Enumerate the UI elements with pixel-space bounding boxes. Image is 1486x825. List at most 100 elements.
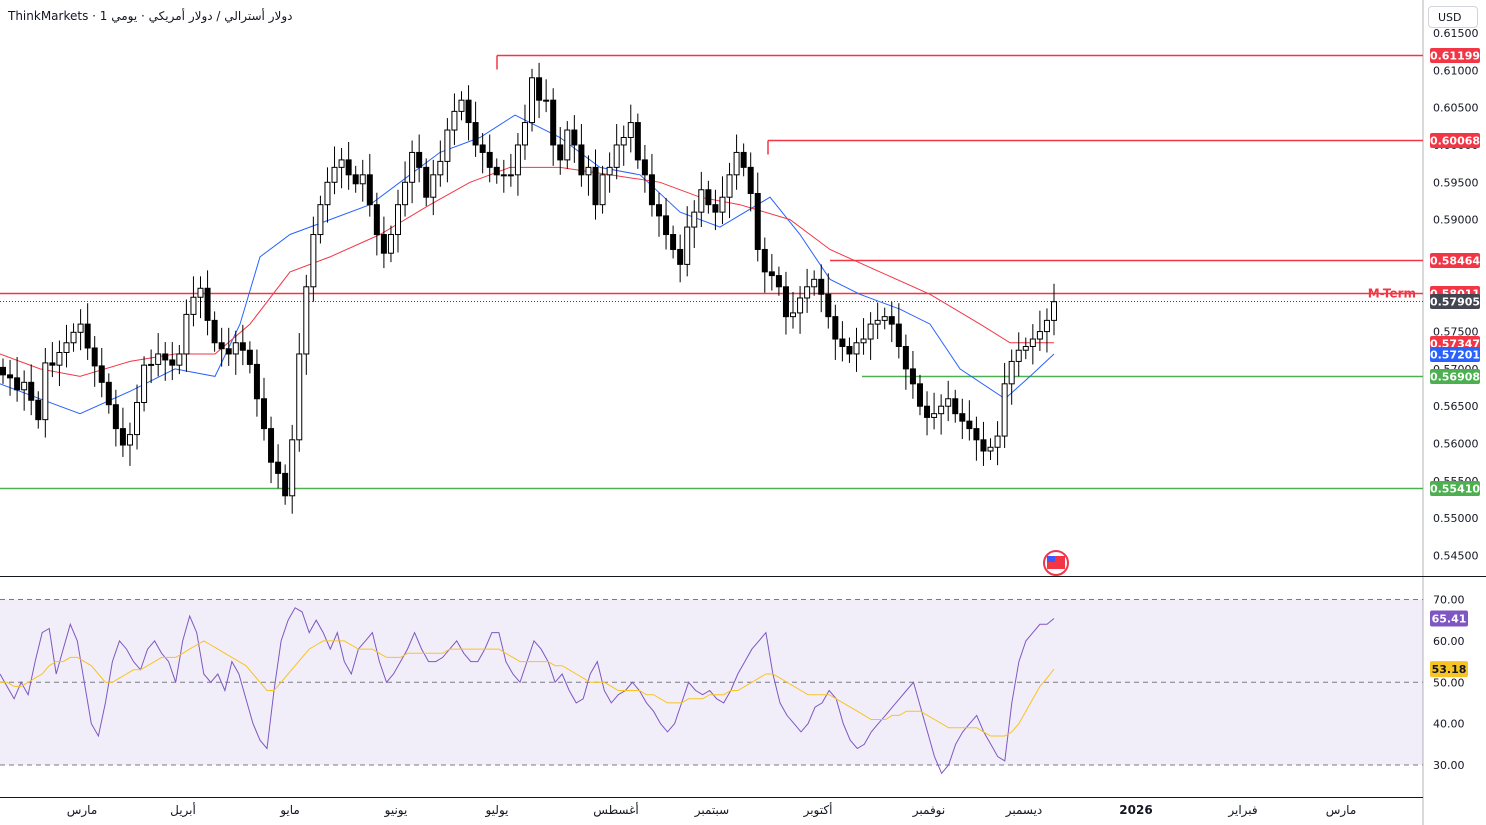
ema-price-badge: [1430, 347, 1480, 362]
rsi-value-label: 65.41: [1432, 612, 1467, 625]
candle-up: [409, 151, 416, 183]
candle-up: [126, 434, 133, 446]
candle-up: [726, 174, 733, 198]
candle-down: [282, 472, 289, 497]
candle-down: [768, 271, 775, 277]
candle-down: [550, 99, 557, 146]
currency-selector[interactable]: USD: [1428, 6, 1478, 28]
candle-down: [655, 204, 662, 217]
candle-up: [324, 181, 331, 206]
candle-up: [395, 204, 402, 236]
candle-up: [529, 77, 536, 124]
candle-up: [881, 316, 888, 321]
candle-down: [761, 248, 768, 273]
candle-up: [627, 122, 634, 138]
candle-down: [112, 404, 119, 430]
candle-down: [648, 174, 655, 206]
time-axis-label: نوفمبر: [912, 803, 945, 818]
candle-down: [416, 151, 423, 168]
rsi-value-label: 53.18: [1432, 663, 1467, 676]
candle-up: [867, 323, 874, 340]
ema-price-label: 0.57201: [1430, 349, 1480, 362]
m-term-annotation: M-Term: [1368, 287, 1416, 301]
candle-down: [747, 166, 754, 194]
candle-down: [578, 144, 585, 176]
candle-down: [846, 346, 853, 355]
candle-up: [500, 174, 507, 177]
time-axis-label: مارس: [67, 803, 98, 818]
candle-down: [825, 293, 832, 318]
candle-down: [712, 204, 719, 213]
candle-up: [134, 401, 141, 436]
us-flag-canton-icon: [1047, 556, 1055, 562]
candle-up: [176, 353, 183, 366]
rsi-value-badge: [1430, 661, 1468, 678]
rsi-tick-label: 30.00: [1433, 759, 1465, 772]
candle-up: [190, 296, 197, 315]
candle-down: [486, 151, 493, 168]
candle-up: [183, 313, 190, 355]
rsi-tick-label: 60.00: [1433, 635, 1465, 648]
candle-up: [874, 319, 881, 325]
candle-down: [211, 319, 218, 344]
candle-up: [797, 297, 804, 314]
candles-group: [0, 62, 1057, 514]
candle-up: [197, 287, 204, 298]
candle-up: [77, 323, 84, 333]
candle-up: [521, 122, 528, 146]
level-price-badge: [1430, 481, 1480, 496]
candle-up: [1015, 349, 1022, 362]
candle-up: [451, 110, 458, 131]
candle-down: [924, 405, 931, 418]
level-price-label: 0.58464: [1430, 255, 1480, 268]
candle-up: [790, 312, 797, 318]
candle-down: [895, 323, 902, 348]
time-axis-label: أبريل: [170, 802, 196, 818]
candle-down: [91, 347, 98, 367]
candle-up: [698, 189, 705, 213]
candle-down: [380, 234, 387, 254]
time-axis-label: مايو: [279, 803, 300, 818]
candle-up: [387, 234, 394, 254]
candle-up: [458, 99, 465, 112]
candle-down: [592, 166, 599, 206]
candle-up: [56, 351, 63, 366]
time-axis-label: سبتمبر: [694, 803, 729, 818]
candle-down: [839, 338, 846, 347]
candle-down: [479, 144, 486, 153]
candle-down: [366, 174, 373, 206]
time-axis-label: يوليو: [484, 803, 508, 818]
candle-down: [472, 122, 479, 146]
candle-down: [7, 374, 14, 379]
candle-down: [493, 166, 500, 176]
time-axis-label: أكتوبر: [803, 802, 833, 818]
candle-down: [268, 428, 275, 463]
candle-down: [754, 192, 761, 250]
rsi-ma-line: [0, 640, 1055, 737]
candle-up: [338, 159, 345, 168]
candle-up: [1029, 338, 1036, 347]
candle-up: [719, 196, 726, 213]
candle-down: [253, 363, 260, 400]
candle-up: [1022, 346, 1029, 351]
candle-down: [888, 316, 895, 325]
candle-up: [296, 353, 303, 441]
price-tick-label: 0.60500: [1433, 102, 1479, 115]
candle-down: [28, 381, 35, 401]
rsi-value-badge: [1430, 610, 1468, 627]
level-price-badge: [1430, 253, 1480, 268]
candle-down: [352, 174, 359, 185]
candle-down: [345, 159, 352, 176]
candle-down: [218, 342, 225, 350]
current-price-badge: [1430, 294, 1480, 309]
price-tick-label: 0.56500: [1433, 400, 1479, 413]
candle-down: [260, 398, 267, 430]
candle-down: [634, 122, 641, 161]
candle-down: [705, 189, 712, 206]
price-tick-label: 0.57500: [1433, 326, 1479, 339]
price-tick-label: 0.59500: [1433, 176, 1479, 189]
level-price-label: 0.61199: [1430, 50, 1480, 63]
time-axis-label: فبراير: [1227, 803, 1257, 818]
candle-up: [620, 137, 627, 146]
